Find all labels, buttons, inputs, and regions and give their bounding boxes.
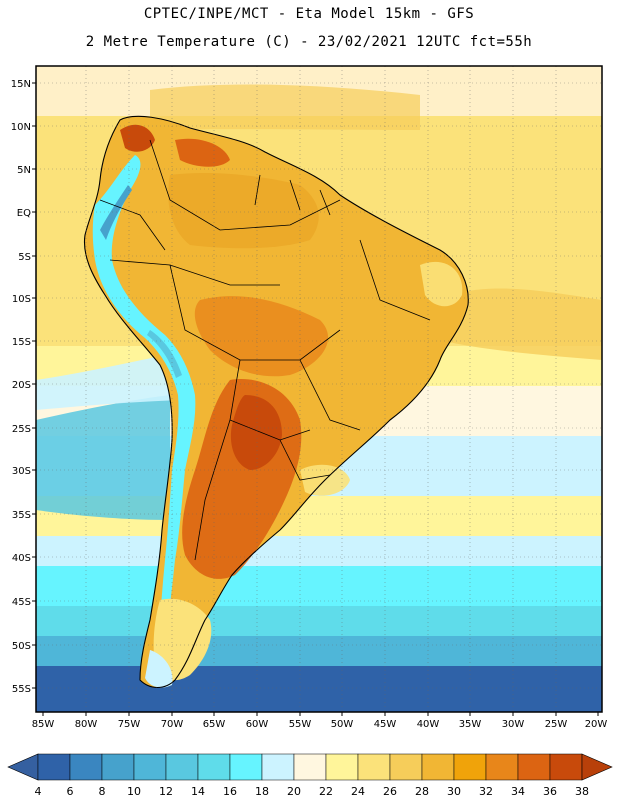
lon-label: 70W (161, 719, 184, 730)
colorbar-labels: 4 6 8 10 12 14 16 18 20 22 24 26 28 30 32 34 36 38 (35, 785, 590, 798)
colorbar-label: 4 (35, 785, 42, 798)
colorbar-label: 28 (415, 785, 429, 798)
lat-label: EQ (17, 208, 31, 219)
lon-label: 55W (289, 719, 312, 730)
colorbar-cell (517, 753, 551, 781)
lat-label: 25S (12, 424, 31, 435)
latitude-labels: 15N 10N 5N EQ 5S 10S 15S 20S 25S 30S 35S… (11, 79, 31, 695)
colorbar-cell (325, 753, 359, 781)
lon-label: 30W (502, 719, 525, 730)
colorbar-label: 20 (287, 785, 301, 798)
colorbar-label: 18 (255, 785, 269, 798)
lat-label: 40S (12, 553, 31, 564)
colorbar-label: 32 (479, 785, 493, 798)
lon-label: 20W (585, 719, 608, 730)
colorbar-label: 6 (67, 785, 74, 798)
lat-label: 50S (12, 641, 31, 652)
colorbar-cell (69, 753, 103, 781)
lat-label: 30S (12, 466, 31, 477)
colorbar-label: 10 (127, 785, 141, 798)
lat-label: 10N (11, 122, 31, 133)
country-borders (83, 115, 469, 689)
colorbar-label: 30 (447, 785, 461, 798)
colorbar-cell (453, 753, 487, 781)
title-model: CPTEC/INPE/MCT - Eta Model 15km - GFS (143, 6, 475, 22)
colorbar: 4 6 8 10 12 14 16 18 20 22 24 26 28 30 32 34 36 38 (7, 753, 613, 798)
lat-label: 20S (12, 380, 31, 391)
colorbar-label: 14 (191, 785, 205, 798)
colorbar-cell (229, 753, 263, 781)
colorbar-label: 38 (575, 785, 589, 798)
colorbar-label: 36 (543, 785, 557, 798)
andes-cold-strip (92, 155, 196, 650)
colorbar-cell (101, 753, 135, 781)
colorbar-cell (261, 753, 295, 781)
colorbar-label: 16 (223, 785, 237, 798)
colorbar-label: 12 (159, 785, 173, 798)
lon-label: 50W (331, 719, 354, 730)
lon-label: 75W (118, 719, 141, 730)
colorbar-high-arrow (581, 753, 613, 781)
lat-label: 35S (12, 510, 31, 521)
colorbar-cell (421, 753, 455, 781)
colorbar-cell (485, 753, 519, 781)
title-variable: 2 Metre Temperature (C) - 23/02/2021 12U… (85, 34, 533, 50)
lon-label: 60W (246, 719, 269, 730)
colorbar-cell (293, 753, 327, 781)
lon-label: 65W (203, 719, 226, 730)
lat-label: 5N (17, 165, 31, 176)
colorbar-low-arrow (7, 753, 39, 781)
temperature-field (36, 66, 602, 712)
colorbar-label: 34 (511, 785, 525, 798)
colorbar-cell (549, 753, 583, 781)
lon-label: 45W (374, 719, 397, 730)
colorbar-cell (389, 753, 423, 781)
lat-label: 15N (11, 79, 31, 90)
colorbar-cell (357, 753, 391, 781)
colorbar-label: 22 (319, 785, 333, 798)
lat-label: 5S (18, 252, 31, 263)
longitude-labels: 85W 80W 75W 70W 65W 60W 55W 50W 45W 40W … (32, 719, 608, 730)
colorbar-cell (197, 753, 231, 781)
tick-marks (32, 82, 599, 716)
lon-label: 25W (545, 719, 568, 730)
colorbar-cell (165, 753, 199, 781)
lon-label: 80W (75, 719, 98, 730)
lat-label: 45S (12, 597, 31, 608)
colorbar-cell (133, 753, 167, 781)
colorbar-label: 8 (99, 785, 106, 798)
colorbar-label: 26 (383, 785, 397, 798)
map-frame (35, 65, 603, 713)
colorbar-cell (37, 753, 71, 781)
lon-label: 85W (32, 719, 55, 730)
lat-label: 10S (12, 294, 31, 305)
lon-label: 35W (459, 719, 482, 730)
lat-label: 55S (12, 684, 31, 695)
colorbar-cells (37, 753, 583, 781)
lat-label: 15S (12, 337, 31, 348)
colorbar-label: 24 (351, 785, 365, 798)
lon-label: 40W (417, 719, 440, 730)
